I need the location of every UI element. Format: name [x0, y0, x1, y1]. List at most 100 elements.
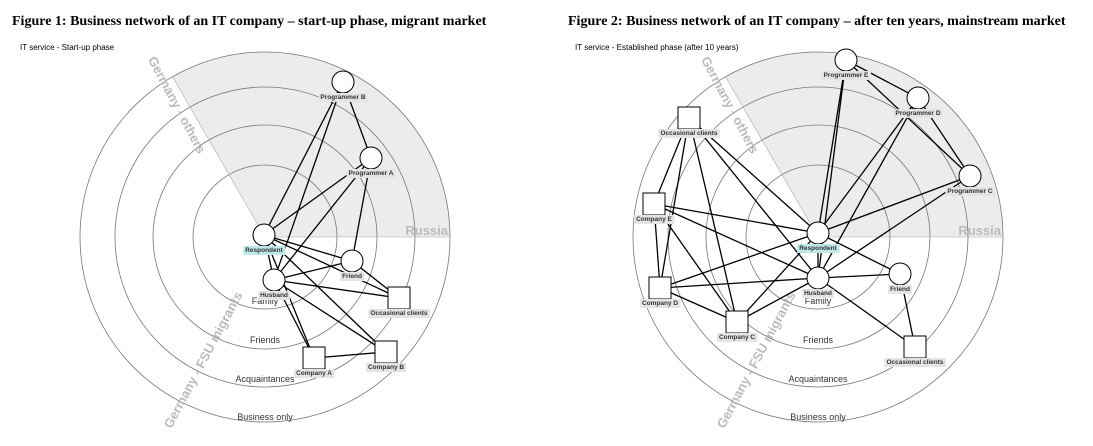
- ring-label: Friends: [250, 335, 281, 345]
- sector-divider: [172, 76, 266, 238]
- ring-label: Acquaintances: [788, 374, 848, 384]
- tie: [659, 232, 819, 289]
- node-label-bg: [716, 333, 758, 342]
- node-label-group: Respondent: [243, 246, 286, 255]
- figure-subtitle: IT service - Established phase (after 10…: [575, 43, 739, 52]
- node-label-bg: [658, 129, 720, 138]
- tie: [273, 260, 353, 281]
- tie: [263, 234, 353, 262]
- node-label-group: Programmer C: [945, 187, 995, 196]
- node-label: Programmer C: [947, 188, 992, 195]
- tie: [736, 277, 819, 323]
- node-person: [906, 86, 930, 110]
- sector-label: Germany - FSU migrants: [161, 289, 246, 431]
- node-label-group: Occasional clients: [884, 358, 946, 367]
- tie: [817, 273, 901, 279]
- node-label-bg: [634, 215, 675, 224]
- node-label: Programmer A: [349, 170, 394, 177]
- node-label-group: Friend: [888, 285, 912, 294]
- node-label-bg: [884, 358, 946, 367]
- node-organisation: [677, 106, 701, 130]
- node-person: [888, 262, 912, 286]
- node-organisation: [302, 346, 326, 370]
- tie: [659, 117, 690, 289]
- tie: [817, 175, 971, 234]
- ring-label: Family: [252, 296, 279, 306]
- node-label-group: Husband: [258, 291, 290, 300]
- figure-subtitle: IT service - Start-up phase: [20, 43, 115, 52]
- node-label: Occasional clients: [370, 310, 427, 317]
- node-person: [331, 70, 355, 94]
- node-label: Company C: [719, 334, 755, 341]
- sector-label: Germany - FSU migrants: [714, 289, 799, 431]
- node-label-bg: [258, 291, 290, 300]
- node-label-bg: [945, 187, 995, 196]
- tie: [653, 203, 819, 234]
- node-person: [262, 268, 286, 292]
- node-person: [806, 221, 830, 245]
- figure-title: Figure 2: Business network of an IT comp…: [568, 14, 1066, 29]
- ring-label: Business only: [237, 412, 293, 422]
- tie: [263, 81, 344, 236]
- node-label-group: Programmer A: [346, 169, 396, 178]
- node-label-group: Husband: [802, 289, 834, 298]
- node-label: Programmer D: [895, 110, 940, 117]
- ring-label: Acquaintances: [235, 374, 295, 384]
- node-label-bg: [888, 285, 912, 294]
- node-label: Friend: [890, 286, 910, 293]
- tie: [653, 203, 819, 279]
- node-person: [806, 266, 830, 290]
- node-label: Company A: [296, 370, 332, 377]
- node-label-group: Programmer D: [893, 109, 943, 118]
- node-label: Respondent: [245, 247, 283, 254]
- tie: [817, 59, 847, 234]
- sector-label: Russia: [405, 223, 448, 238]
- node-person: [834, 48, 858, 72]
- node-label-bg: [243, 246, 286, 255]
- sector-divider: [725, 76, 819, 238]
- node-organisation: [903, 335, 927, 359]
- node-label: Company E: [636, 216, 672, 223]
- tie: [273, 279, 400, 299]
- tie: [273, 279, 387, 353]
- node-label-group: Respondent: [797, 244, 840, 253]
- node-label-bg: [294, 369, 335, 378]
- ring-label: Business only: [790, 412, 846, 422]
- node-label: Husband: [804, 290, 832, 297]
- node-label: Occasional clients: [660, 130, 717, 137]
- tie: [817, 97, 919, 234]
- node-label-bg: [893, 109, 943, 118]
- node-label-group: Company E: [634, 215, 675, 224]
- node-organisation: [374, 340, 398, 364]
- tie: [817, 232, 901, 275]
- tie: [688, 117, 738, 323]
- node-label-bg: [365, 363, 407, 372]
- node-label: Occasional clients: [886, 359, 943, 366]
- tie: [817, 175, 971, 279]
- tie: [845, 59, 919, 99]
- node-label: Respondent: [799, 245, 837, 252]
- sector-label: Russia: [958, 223, 1001, 238]
- tie: [659, 277, 819, 289]
- node-label-group: Company D: [639, 299, 681, 308]
- node-label-bg: [797, 244, 840, 253]
- node-label-bg: [821, 71, 872, 80]
- node-label-group: Company B: [365, 363, 407, 372]
- node-label-bg: [802, 289, 834, 298]
- ring-label: Friends: [803, 335, 834, 345]
- node-organisation: [725, 310, 749, 334]
- node-label: Programmer E: [824, 72, 869, 79]
- node-label-group: Company C: [716, 333, 758, 342]
- node-label-group: Programmer B: [318, 93, 368, 102]
- node-label-bg: [639, 299, 681, 308]
- node-label-group: Friend: [340, 272, 364, 281]
- node-label-bg: [340, 272, 364, 281]
- node-label-bg: [346, 169, 396, 178]
- node-person: [359, 146, 383, 170]
- tie: [817, 277, 916, 348]
- ring-label: Family: [805, 296, 832, 306]
- node-label-bg: [368, 309, 430, 318]
- node-person: [958, 164, 982, 188]
- node-organisation: [387, 286, 411, 310]
